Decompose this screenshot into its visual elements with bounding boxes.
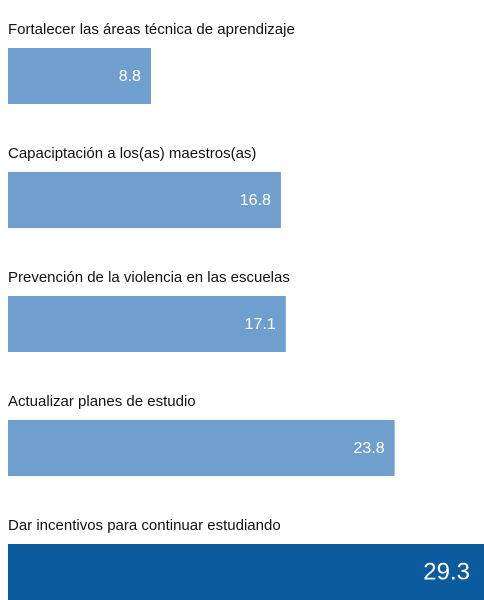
value-label: 23.8 [354,440,385,457]
bar [8,48,151,104]
value-label: 17.1 [245,316,276,333]
bar [8,420,395,476]
value-label: 16.8 [240,192,271,209]
value-label: 8.8 [119,68,141,85]
category-label: Actualizar planes de estudio [8,393,196,410]
category-label: Capaciptación a los(as) maestros(as) [8,145,256,162]
bar [8,172,281,228]
value-label: 29.3 [423,558,470,585]
category-label: Dar incentivos para continuar estudiando [8,517,281,534]
category-label: Fortalecer las áreas técnica de aprendiz… [8,21,295,38]
bar [8,544,484,600]
bar [8,296,286,352]
category-label: Prevención de la violencia en las escuel… [8,269,290,286]
